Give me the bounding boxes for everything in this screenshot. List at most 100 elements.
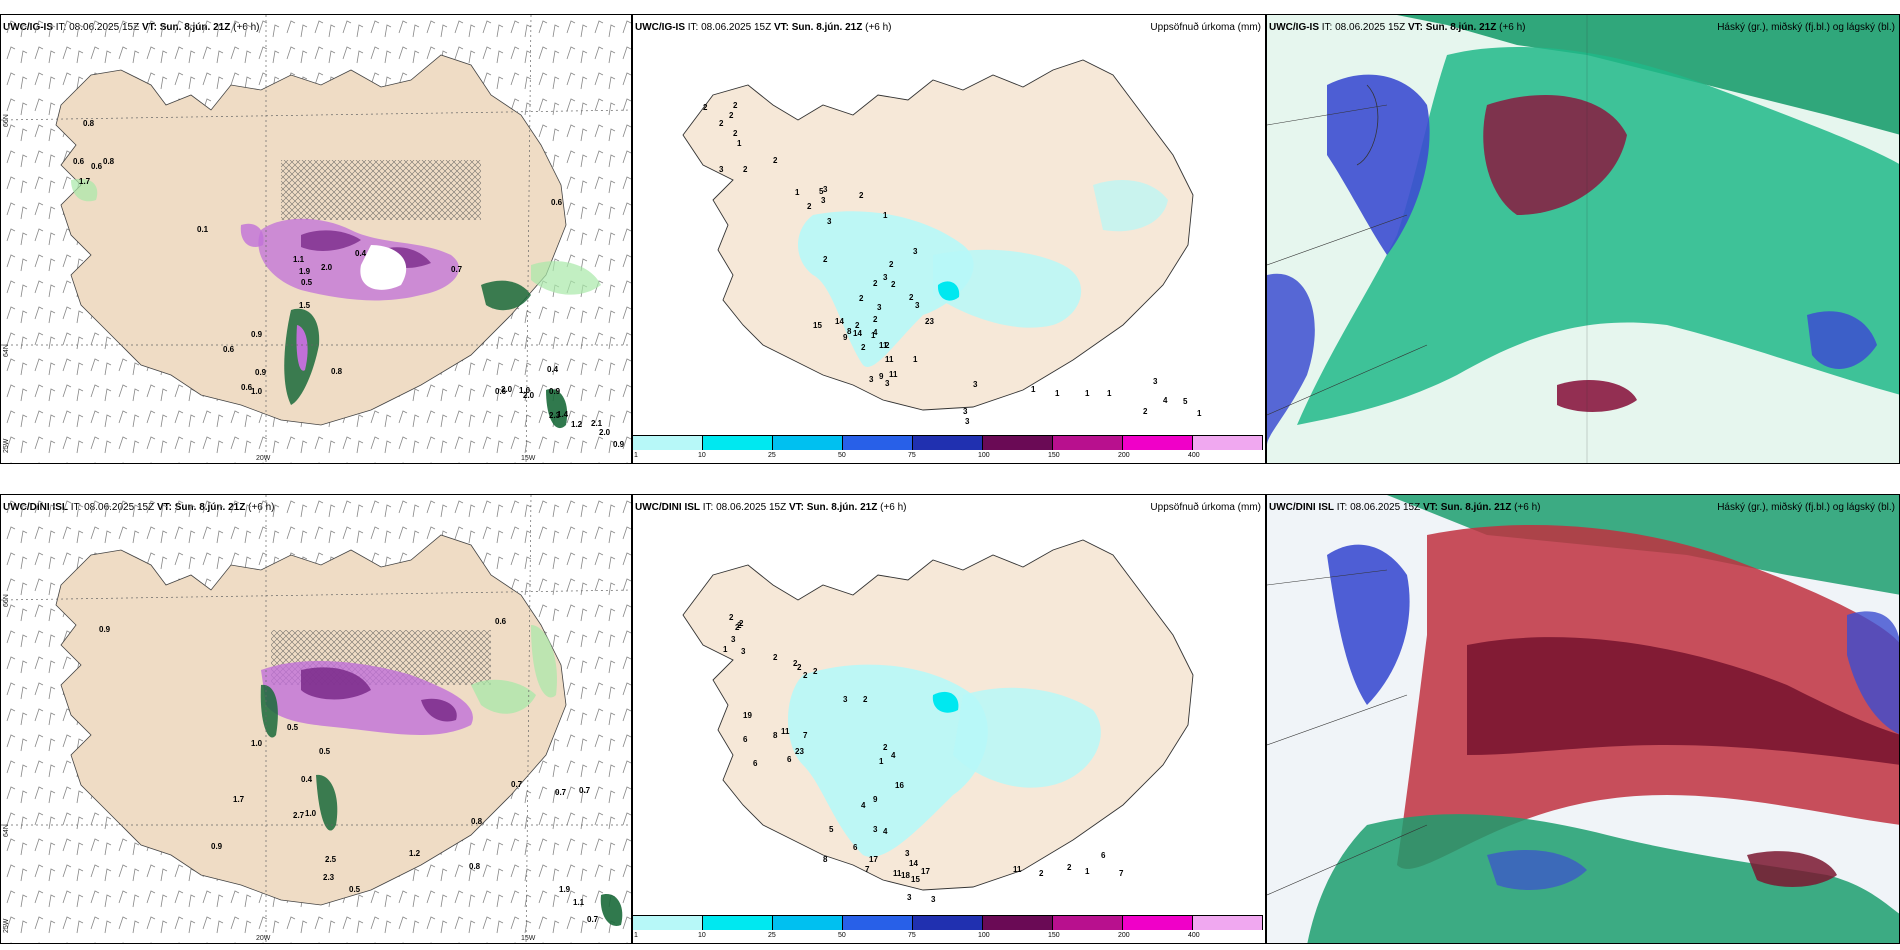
map-value-label: 2	[873, 315, 878, 324]
map-value-label: 9	[879, 372, 884, 381]
map-value-label: 0.8	[471, 817, 483, 826]
cloud-cover-map	[1267, 15, 1899, 463]
map-value-label: 0.6	[241, 383, 253, 392]
map-value-label: 2	[793, 659, 798, 668]
precip-colorbar: 1 10 25 50 75 100 150 200 400	[633, 915, 1263, 939]
map-value-label: 23	[795, 747, 804, 756]
colorbar-tick-label: 200	[1118, 452, 1130, 459]
map-value-label: 0.6	[223, 345, 235, 354]
map-value-label: 11	[893, 869, 902, 878]
cloud-title: Háský (gr.), miðský (fj.bl.) og lágský (…	[1717, 502, 1895, 513]
map-value-label: 2	[803, 671, 808, 680]
map-value-label: 1	[1055, 389, 1060, 398]
colorbar-swatch	[1193, 916, 1263, 930]
colorbar-tick-label: 150	[1048, 932, 1060, 939]
map-value-label: 1.2	[571, 420, 583, 429]
map-value-label: 3	[905, 849, 910, 858]
map-value-label: 0.8	[103, 157, 115, 166]
map-value-label: 11	[885, 355, 894, 364]
map-value-label: 1	[723, 645, 728, 654]
lat-label-66n: 66N	[3, 594, 10, 607]
colorbar-tick-label: 25	[768, 932, 776, 939]
map-value-label: 2	[733, 129, 738, 138]
map-value-label: 0.4	[547, 365, 559, 374]
map-value-label: 3	[843, 695, 848, 704]
lat-label-64n: 64N	[3, 344, 10, 357]
precip-map-top: UWC/IG-IS IT: 08.06.2025 15Z VT: Sun. 8.…	[632, 14, 1266, 464]
map-value-label: 2	[863, 695, 868, 704]
cloud-map-top: UWC/IG-IS IT: 08.06.2025 15Z VT: Sun. 8.…	[1266, 14, 1900, 464]
map-value-label: 16	[895, 781, 904, 790]
map-value-label: 2	[773, 653, 778, 662]
map-value-label: 17	[921, 867, 930, 876]
map-value-label: 0.6	[91, 162, 103, 171]
map-value-label: 2	[737, 621, 742, 630]
lon-label-20w: 20W	[256, 455, 271, 462]
colorbar-swatch	[1123, 916, 1193, 930]
map-value-label: 9	[843, 333, 848, 342]
map-value-label: 8	[847, 327, 852, 336]
map-value-label: 1.7	[79, 177, 91, 186]
colorbar-tick-label: 75	[908, 452, 916, 459]
colorbar-tick-label: 200	[1118, 932, 1130, 939]
colorbar-swatch	[913, 916, 983, 930]
map-value-label: 6	[853, 843, 858, 852]
lat-label-64n: 64N	[3, 824, 10, 837]
map-value-label: 0.9	[255, 368, 267, 377]
map-value-label: 14	[909, 859, 918, 868]
map-value-label: 3	[973, 380, 978, 389]
map-value-label: 0.6	[551, 198, 563, 207]
map-value-label: 2.7	[293, 811, 305, 820]
map-value-label: 15	[911, 875, 920, 884]
map-value-label: 2	[873, 279, 878, 288]
map-value-label: 2	[729, 613, 734, 622]
map-value-label: 0.4	[301, 775, 313, 784]
map-value-label: 2	[883, 743, 888, 752]
map-value-label: 3	[869, 375, 874, 384]
map-value-label: 1.0	[251, 387, 263, 396]
map-value-label: 1.0	[305, 809, 317, 818]
map-value-label: 3	[885, 379, 890, 388]
colorbar-swatch	[983, 916, 1053, 930]
map-value-label: 2	[733, 101, 738, 110]
map-value-label: 1.0	[251, 739, 263, 748]
lon-label-25w: 25W	[3, 918, 10, 933]
iceland-wind-map	[1, 15, 631, 463]
map-value-label: 2	[719, 119, 724, 128]
precip-title: Uppsöfnuð úrkoma (mm)	[1150, 502, 1261, 513]
map-value-label: 1.1	[573, 898, 585, 907]
cloud-cover-map	[1267, 495, 1899, 943]
iceland-wind-map	[1, 495, 631, 943]
map-value-label: 2	[1067, 863, 1072, 872]
map-value-label: 1	[737, 139, 742, 148]
map-value-label: 2.3	[549, 411, 561, 420]
map-value-label: 2	[823, 255, 828, 264]
map-value-label: 2.0	[599, 428, 611, 437]
colorbar-swatch	[913, 436, 983, 450]
lon-label-15w: 15W	[521, 455, 536, 462]
map-value-label: 3	[913, 247, 918, 256]
map-value-label: 11	[781, 727, 790, 736]
map-value-label: 4	[891, 751, 896, 760]
map-value-label: 18	[901, 871, 910, 880]
map-value-label: 7	[803, 731, 808, 740]
map-value-label: 2	[1039, 869, 1044, 878]
cloud-map-bottom: UWC/DINI ISL IT: 08.06.2025 15Z VT: Sun.…	[1266, 494, 1900, 944]
map-value-label: 3	[821, 196, 826, 205]
panel-header: UWC/DINI ISL IT: 08.06.2025 15Z VT: Sun.…	[635, 502, 907, 513]
colorbar-tick-label: 400	[1188, 932, 1200, 939]
map-value-label: 0.5	[319, 747, 331, 756]
map-value-label: 14	[853, 329, 862, 338]
colorbar-swatch	[1193, 436, 1263, 450]
map-value-label: 2	[773, 156, 778, 165]
map-value-label: 6	[743, 735, 748, 744]
wind-precip-map-bottom: UWC/DINI ISL IT: 08.06.2025 15Z VT: Sun.…	[0, 494, 632, 944]
map-value-label: 3	[877, 303, 882, 312]
map-value-label: 5	[1183, 397, 1188, 406]
map-value-label: 0.5	[301, 278, 313, 287]
map-value-label: 1	[913, 355, 918, 364]
map-value-label: 6	[753, 759, 758, 768]
colorbar-tick-label: 150	[1048, 452, 1060, 459]
map-value-label: 2	[739, 619, 744, 628]
colorbar-tick-label: 100	[978, 452, 990, 459]
